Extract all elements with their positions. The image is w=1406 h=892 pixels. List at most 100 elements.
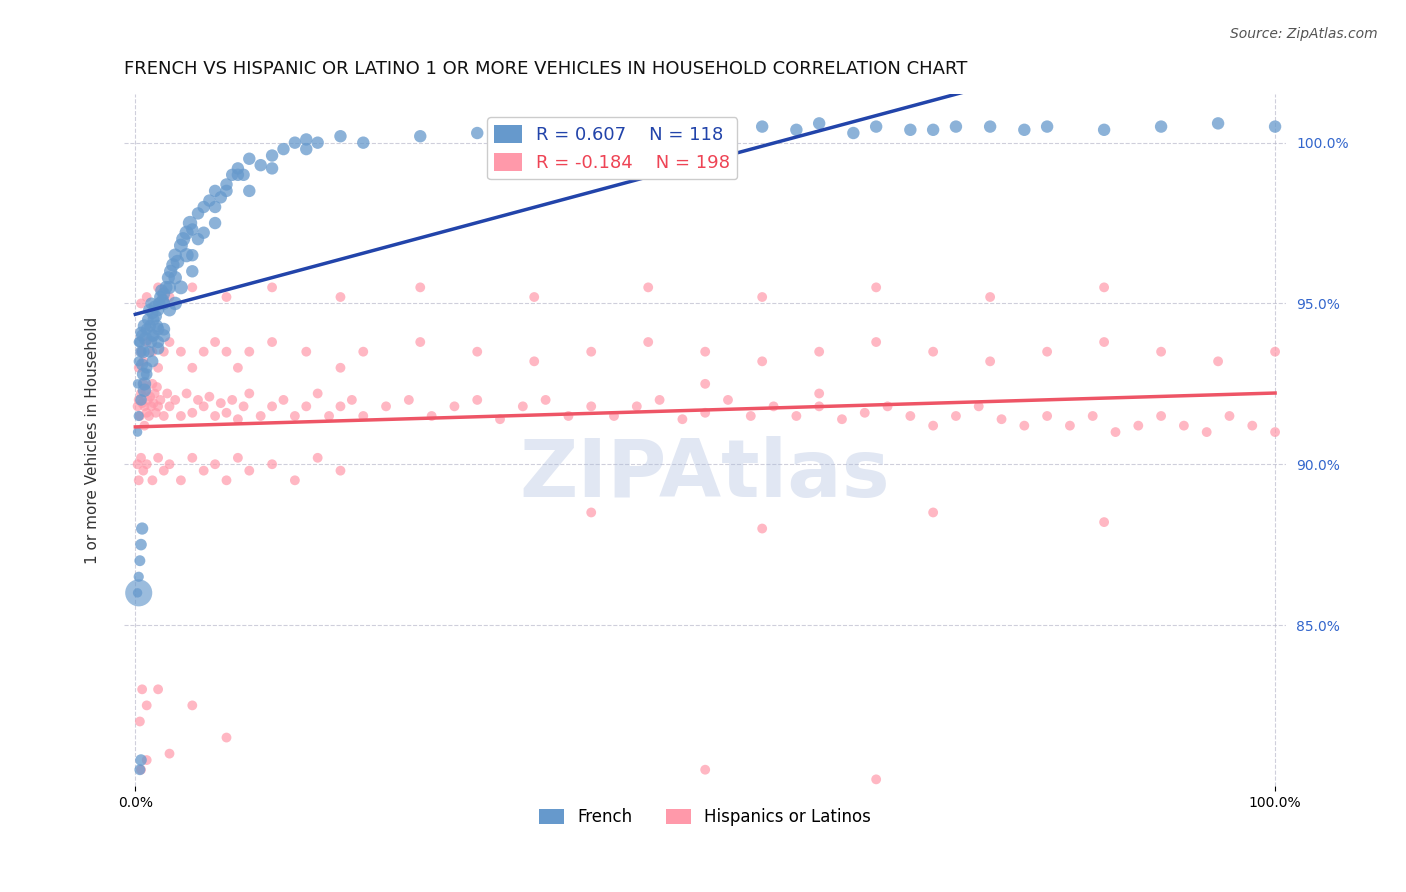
Point [352,344,374,359]
Point [579,400,602,414]
Point [1092,334,1115,349]
Point [945,409,967,423]
Point [135,360,157,375]
Point [128,354,150,368]
Point [181,222,204,236]
Point [922,506,945,520]
Point [1036,344,1059,359]
Point [127,425,149,439]
Point [695,763,717,777]
Point [176,248,198,262]
Point [238,152,260,166]
Point [865,772,887,787]
Point [352,136,374,150]
Text: Source: ZipAtlas.com: Source: ZipAtlas.com [1230,27,1378,41]
Point [979,120,1001,134]
Point [898,123,921,137]
Point [215,344,238,359]
Point [129,538,152,552]
Point [141,334,163,349]
Point [159,280,181,294]
Point [409,334,432,349]
Point [262,148,284,162]
Point [142,396,165,410]
Point [146,280,169,294]
Point [170,280,193,294]
Point [128,763,150,777]
Point [138,302,160,317]
Point [181,406,204,420]
Point [141,296,163,310]
Point [193,400,215,414]
Point [128,714,150,729]
Point [808,386,831,401]
Point [842,126,865,140]
Point [170,344,193,359]
Point [1128,418,1150,433]
Point [637,120,659,134]
Point [170,473,193,487]
Point [1206,116,1229,130]
Point [1241,418,1264,433]
Point [131,328,153,343]
Point [145,310,167,324]
Point [153,344,176,359]
Point [162,258,184,272]
Point [922,418,945,433]
Point [135,332,157,346]
Point [523,354,546,368]
Point [238,344,260,359]
Point [221,168,243,182]
Point [284,136,307,150]
Point [159,747,181,761]
Point [751,120,773,134]
Point [751,354,773,368]
Point [129,296,152,310]
Point [489,412,512,426]
Point [145,406,167,420]
Point [579,506,602,520]
Point [153,296,176,310]
Point [785,409,807,423]
Point [307,136,329,150]
Point [134,384,156,398]
Point [226,450,249,465]
Point [409,280,432,294]
Point [142,328,165,343]
Point [232,168,254,182]
Point [159,400,181,414]
Point [603,409,626,423]
Point [132,464,155,478]
Point [626,400,648,414]
Point [671,412,693,426]
Point [238,184,260,198]
Point [808,400,831,414]
Point [226,168,249,182]
Point [648,392,671,407]
Point [134,318,156,333]
Point [129,344,152,359]
Point [1173,418,1195,433]
Point [129,344,152,359]
Point [179,216,201,230]
Point [139,318,162,333]
Point [637,280,659,294]
Point [695,376,717,391]
Point [198,194,221,208]
Point [443,400,465,414]
Point [155,280,177,294]
Point [329,400,352,414]
Point [127,586,149,600]
Point [153,464,176,478]
Point [170,238,193,252]
Point [1206,354,1229,368]
Text: FRENCH VS HISPANIC OR LATINO 1 OR MORE VEHICLES IN HOUSEHOLD CORRELATION CHART: FRENCH VS HISPANIC OR LATINO 1 OR MORE V… [124,60,967,78]
Point [579,126,602,140]
Point [146,450,169,465]
Point [135,457,157,471]
Point [153,409,176,423]
Point [150,284,173,298]
Point [603,123,626,137]
Point [148,296,170,310]
Point [262,161,284,176]
